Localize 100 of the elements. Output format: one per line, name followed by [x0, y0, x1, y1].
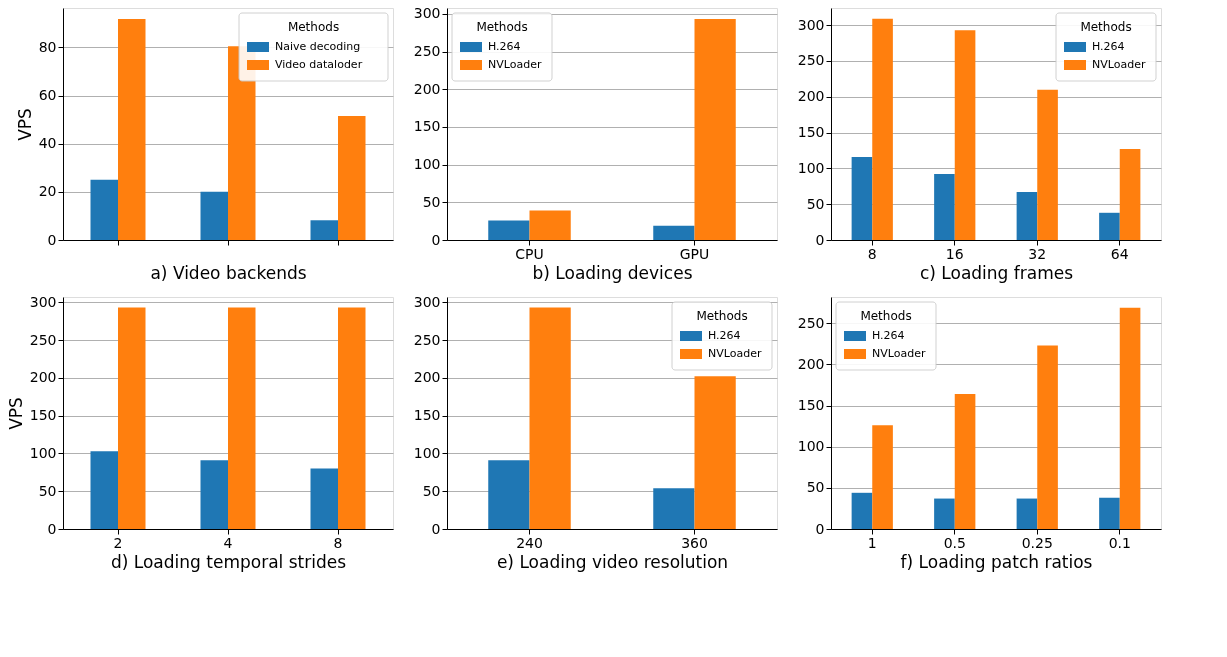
bar: [118, 307, 146, 529]
y-tick-label: 80: [38, 38, 57, 55]
y-tick-label: 150: [797, 397, 825, 414]
y-tick-label: 200: [413, 80, 441, 97]
bar: [1016, 498, 1038, 529]
bar: [653, 225, 695, 240]
bar: [694, 19, 736, 240]
x-tick-label: 4: [223, 534, 233, 551]
legend-title: Methods: [696, 309, 748, 323]
legend-title: Methods: [287, 20, 340, 34]
x-tick-label: CPU: [515, 245, 544, 262]
y-tick-label: 0: [815, 520, 825, 537]
bar: [1099, 212, 1120, 240]
y-tick-label: 0: [431, 520, 441, 537]
y-tick-label: 50: [38, 482, 57, 499]
legend-label: H.264: [708, 329, 741, 342]
y-tick-label: 0: [47, 520, 57, 537]
x-tick-label: 1: [867, 534, 877, 551]
bar: [934, 498, 955, 529]
legend-label: NVLoader: [488, 58, 542, 71]
y-tick-label: 300: [797, 16, 825, 33]
y-tick-label: 50: [806, 479, 825, 496]
legend-label: NVLoader: [1092, 58, 1146, 71]
bar: [1119, 149, 1141, 240]
bar: [200, 191, 228, 240]
y-tick-label: 250: [797, 52, 825, 69]
y-tick-label: 150: [413, 118, 441, 135]
y-tick-label: 200: [29, 369, 57, 386]
bar: [488, 460, 530, 529]
bar: [488, 220, 530, 240]
legend-title: Methods: [860, 309, 912, 323]
legend-label: NVLoader: [872, 347, 926, 360]
x-axis-title: f) Loading patch ratios: [900, 551, 1093, 572]
y-tick-label: 100: [797, 159, 825, 176]
legend-label: Naive decoding: [275, 40, 361, 53]
x-tick-label: 2: [113, 534, 123, 551]
x-axis-title: e) Loading video resolution: [496, 551, 729, 572]
x-tick-label: 8: [867, 245, 877, 262]
y-tick-label: 150: [29, 407, 57, 424]
bar: [310, 468, 338, 529]
y-tick-label: 300: [413, 5, 441, 22]
y-tick-label: 150: [413, 407, 441, 424]
y-tick-label: 150: [797, 124, 825, 141]
bar: [1016, 192, 1038, 240]
x-tick-label: 32: [1028, 245, 1047, 262]
x-tick-label: 0.5: [943, 534, 966, 551]
legend-title: Methods: [476, 20, 528, 34]
y-tick-label: 200: [797, 355, 825, 372]
bar: [310, 220, 338, 240]
bar: [872, 18, 893, 240]
x-tick-label: 360: [681, 534, 708, 551]
bar: [954, 30, 976, 240]
y-tick-label: 300: [413, 293, 441, 310]
y-tick-label: 0: [47, 231, 57, 248]
y-tick-label: 250: [413, 331, 441, 348]
y-tick-label: 200: [797, 88, 825, 105]
x-tick-label: 8: [333, 534, 343, 551]
x-axis-title: d) Loading temporal strides: [110, 551, 347, 572]
bar: [954, 394, 976, 529]
y-tick-label: 100: [29, 444, 57, 461]
y-tick-label: 100: [413, 444, 441, 461]
legend-label: H.264: [488, 40, 521, 53]
bar: [872, 425, 893, 529]
bar: [200, 460, 228, 529]
bar: [529, 307, 571, 529]
bar: [338, 116, 366, 240]
y-tick-label: 50: [422, 482, 441, 499]
bar: [90, 179, 118, 240]
x-tick-label: 16: [945, 245, 964, 262]
x-tick-label: 64: [1110, 245, 1129, 262]
y-tick-label: 100: [413, 156, 441, 173]
bar: [851, 156, 873, 240]
y-tick-label: 200: [413, 369, 441, 386]
bar: [228, 307, 256, 529]
legend-label: H.264: [872, 329, 905, 342]
x-axis-title: a) Video backends: [150, 262, 307, 283]
x-axis-title: c) Loading frames: [919, 262, 1074, 283]
bar: [1099, 497, 1120, 529]
y-tick-label: 300: [29, 293, 57, 310]
bar: [851, 492, 873, 529]
y-tick-label: 0: [431, 231, 441, 248]
y-tick-label: 40: [38, 135, 57, 152]
bar: [1119, 307, 1141, 529]
x-axis-title: b) Loading devices: [532, 262, 693, 283]
bar: [934, 174, 955, 240]
legend-label: H.264: [1092, 40, 1125, 53]
y-axis-title: VPS: [5, 397, 26, 430]
bar: [90, 451, 118, 529]
x-tick-label: 0.1: [1108, 534, 1131, 551]
bar: [118, 19, 146, 240]
bar: [228, 46, 256, 240]
y-tick-label: 250: [29, 331, 57, 348]
y-tick-label: 20: [38, 183, 57, 200]
bar: [1037, 89, 1058, 240]
y-tick-label: 50: [422, 193, 441, 210]
y-tick-label: 0: [815, 231, 825, 248]
bar: [338, 307, 366, 529]
legend-label: Video dataloder: [275, 58, 363, 71]
y-tick-label: 60: [38, 87, 57, 104]
bar: [1037, 345, 1058, 529]
